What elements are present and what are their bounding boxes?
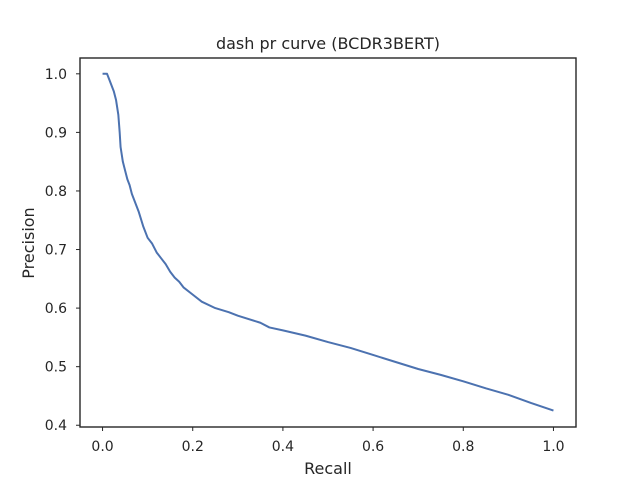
x-tick-label: 1.0	[542, 439, 564, 455]
x-tick-label: 0.6	[362, 439, 384, 455]
x-tick-label: 0.0	[91, 439, 113, 455]
chart-title: dash pr curve (BCDR3BERT)	[216, 34, 440, 53]
y-tick-label: 0.6	[45, 301, 67, 317]
x-axis-label: Recall	[304, 459, 352, 478]
y-axis-label: Precision	[19, 207, 38, 278]
plot-area	[79, 57, 577, 428]
y-tick-label: 0.8	[45, 184, 67, 200]
y-tick-label: 0.5	[45, 360, 67, 376]
series-line	[102, 72, 554, 412]
y-axis-ticks: 0.4 0.5 0.6 0.7 0.8 0.9 1.0	[45, 67, 80, 434]
y-tick-label: 0.9	[45, 125, 67, 141]
y-tick-label: 1.0	[45, 67, 67, 83]
y-tick-label: 0.4	[45, 418, 67, 434]
x-tick-label: 0.8	[452, 439, 474, 455]
x-tick-label: 0.2	[182, 439, 204, 455]
x-axis-ticks: 0.0 0.2 0.4 0.6 0.8 1.0	[91, 427, 565, 455]
x-tick-label: 0.4	[272, 439, 294, 455]
y-tick-label: 0.7	[45, 243, 67, 259]
